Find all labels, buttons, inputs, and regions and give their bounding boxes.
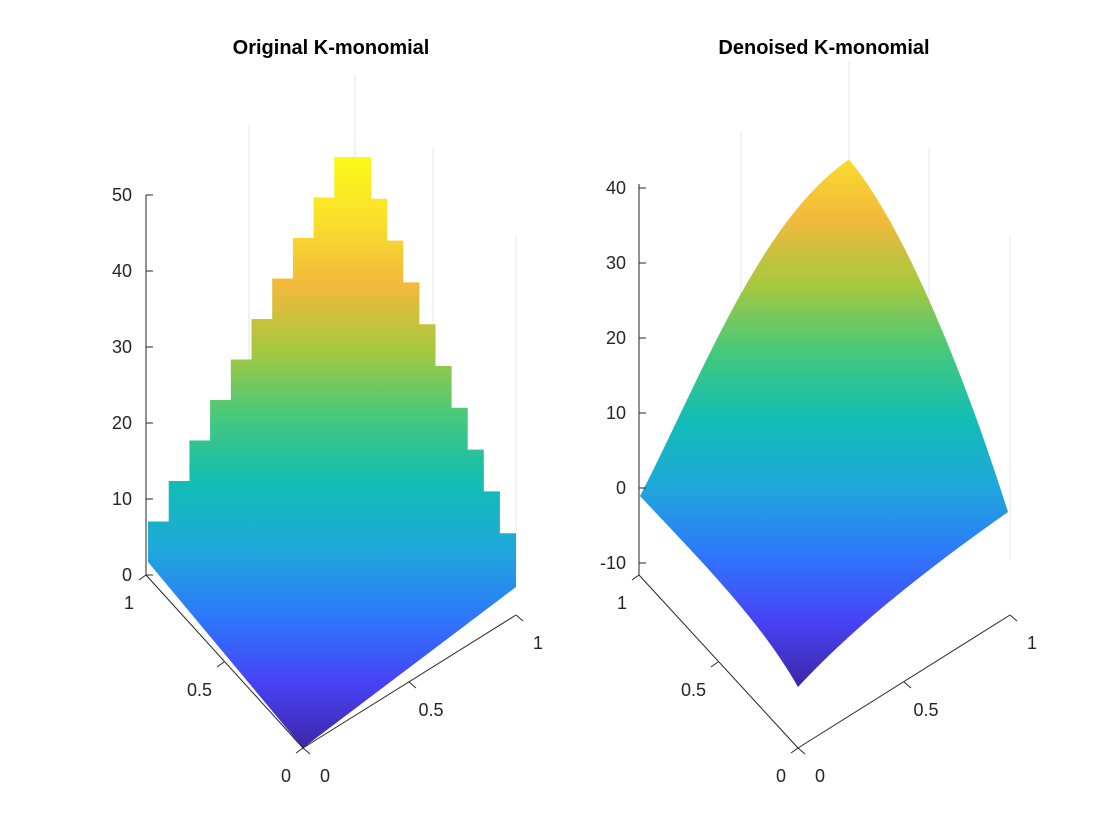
z-tick-label: 20	[112, 413, 132, 433]
y-tick-mark	[138, 574, 147, 581]
x-tick-mark	[515, 614, 524, 622]
z-tick-label: 10	[606, 403, 626, 423]
x-tick-label: 0.5	[913, 700, 938, 720]
y-tick-mark	[295, 747, 304, 754]
y-tick-label: 1	[124, 593, 134, 613]
x-tick-mark	[1009, 614, 1018, 622]
x-tick-label: 0.5	[418, 700, 443, 720]
plot-title: Denoised K-monomial	[718, 37, 929, 59]
plot-title: Original K-monomial	[233, 37, 430, 59]
x-tick-mark	[903, 681, 912, 689]
y-tick-label: 0.5	[187, 680, 212, 700]
z-tick-label: -10	[600, 553, 626, 573]
z-tick-label: 40	[606, 178, 626, 198]
surface-denoised	[640, 159, 1008, 687]
axes	[638, 184, 1011, 749]
z-tick-label: 10	[112, 489, 132, 509]
surface-original	[148, 157, 516, 748]
x-tick-mark	[408, 681, 417, 689]
x-tick-label: 1	[1027, 633, 1037, 653]
z-tick-label: 0	[122, 565, 132, 585]
x-tick-label: 1	[533, 633, 543, 653]
x-tick-mark	[797, 747, 806, 755]
y-tick-label: 1	[617, 593, 627, 613]
z-tick-label: 30	[606, 253, 626, 273]
plot-original: Original K-monomial 0102030405000.5100.5…	[112, 37, 543, 786]
x-axis	[302, 614, 517, 749]
y-tick-label: 0.5	[681, 680, 706, 700]
x-axis	[797, 614, 1011, 749]
z-tick-label: 30	[112, 337, 132, 357]
y-tick-mark	[216, 661, 225, 668]
y-axis	[145, 574, 304, 749]
x-tick-label: 0	[320, 766, 330, 786]
z-tick-label: 50	[112, 185, 132, 205]
y-tick-label: 0	[776, 766, 786, 786]
x-tick-label: 0	[815, 766, 825, 786]
axes	[145, 195, 517, 749]
y-tick-label: 0	[281, 766, 291, 786]
plot-denoised: Denoised K-monomial -1001020304000.5100.…	[600, 37, 1037, 786]
z-tick-label: 40	[112, 261, 132, 281]
y-tick-mark	[790, 747, 799, 754]
z-tick-label: 20	[606, 328, 626, 348]
y-axis	[638, 574, 799, 749]
y-tick-mark	[710, 661, 719, 668]
x-tick-mark	[302, 747, 311, 755]
z-tick-label: 0	[616, 478, 626, 498]
y-tick-mark	[631, 574, 640, 581]
